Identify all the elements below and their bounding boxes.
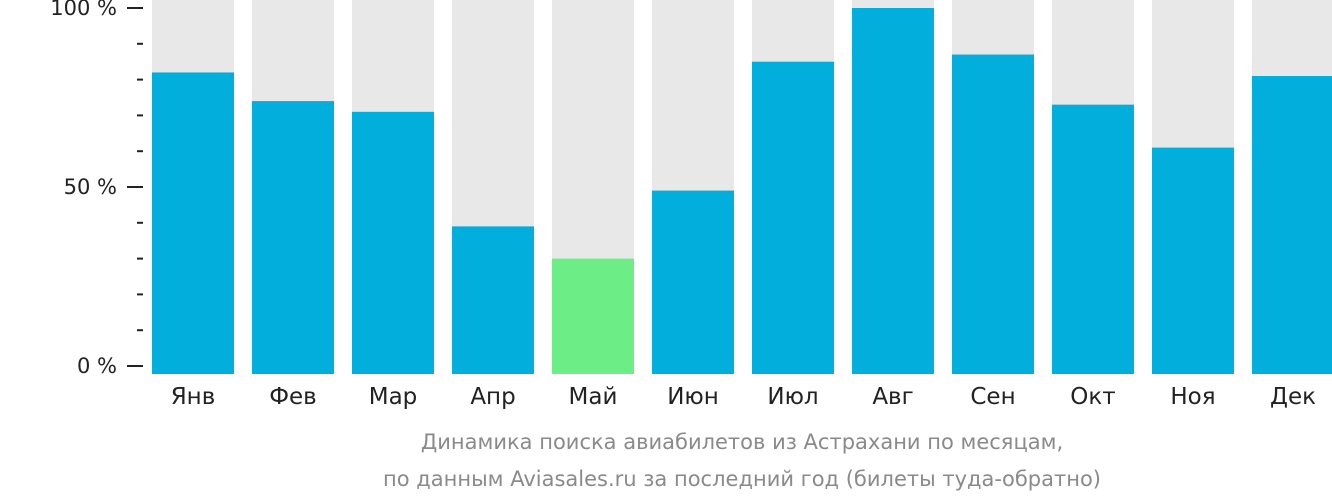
x-tick-label: Янв	[171, 384, 216, 410]
x-tick-label: Май	[569, 384, 618, 410]
y-axis: 100 % 50 % 0 %	[50, 0, 143, 378]
x-tick-label: Сен	[970, 384, 1015, 410]
bar-8	[852, 8, 934, 374]
x-tick-label: Июн	[667, 384, 719, 410]
y-tick-label: 100 %	[50, 0, 117, 20]
x-axis-labels: Янв Фев Мар Апр Май Июн Июл Авг Сен Окт Ноя Дек	[171, 384, 1316, 410]
bar-9	[952, 54, 1034, 374]
bar-chart: 100 % 50 % 0 % Янв Фев Мар Апр Май Июн Июл Авг Сен…	[50, 0, 1332, 410]
bar-10	[1052, 104, 1134, 374]
bar-6	[652, 190, 734, 374]
bar-12	[1252, 76, 1332, 375]
bar-5	[552, 258, 634, 374]
x-tick-label: Ноя	[1170, 384, 1215, 410]
x-tick-label: Июл	[767, 384, 818, 410]
bar-1	[152, 72, 234, 374]
x-tick-label: Фев	[269, 384, 317, 410]
x-tick-label: Мар	[369, 384, 418, 410]
bar-4	[452, 226, 534, 374]
x-tick-label: Апр	[470, 384, 515, 410]
bar-7	[752, 61, 834, 374]
chart-caption-line-1: Динамика поиска авиабилетов из Астрахани…	[420, 430, 1064, 454]
bar-2	[252, 101, 334, 374]
x-tick-label: Окт	[1070, 384, 1115, 410]
y-tick-label: 0 %	[77, 354, 117, 378]
bar-3	[352, 111, 434, 374]
chart-caption-line-2: по данным Aviasales.ru за последний год …	[383, 467, 1101, 491]
bars	[152, 8, 1332, 375]
x-tick-label: Авг	[872, 384, 913, 410]
bar-11	[1152, 147, 1234, 374]
x-tick-label: Дек	[1270, 384, 1316, 410]
y-tick-label: 50 %	[64, 175, 117, 199]
